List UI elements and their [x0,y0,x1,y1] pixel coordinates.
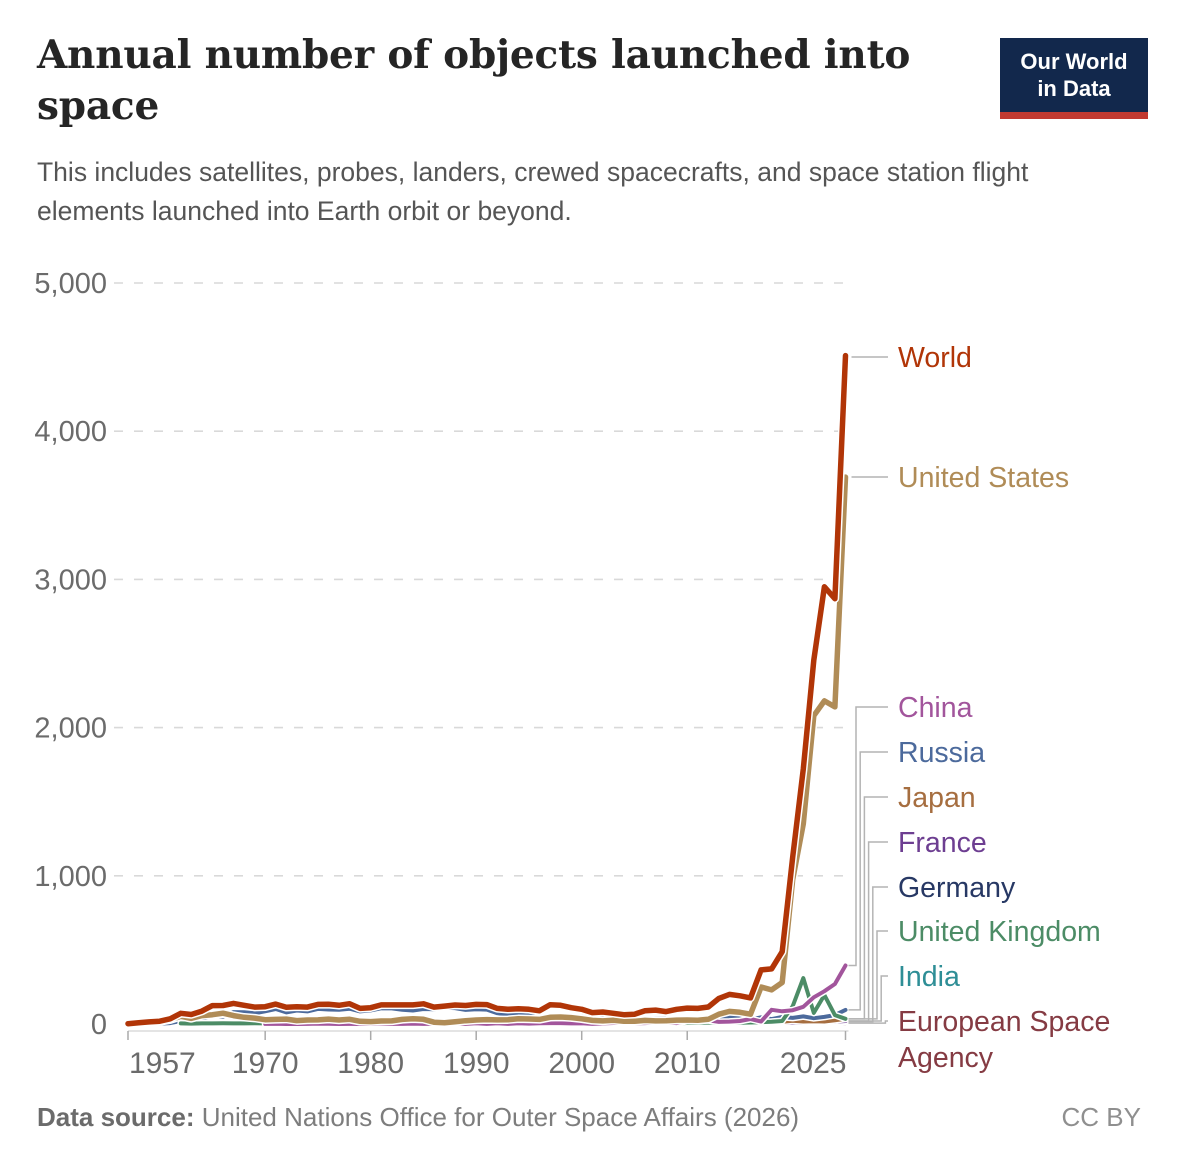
y-tick-label-2000: 2,000 [34,713,107,745]
series-label-germany[interactable]: Germany [898,872,1016,904]
leader-lines [848,356,888,1024]
owid-logo-line2: in Data [1037,75,1111,101]
series-line-casing-world [123,351,850,1028]
series-labels: World United States China Russia Japan France… [898,342,1110,1074]
x-tick-label-2010: 2010 [654,1047,721,1080]
series-label-china[interactable]: China [898,692,973,724]
chart-subtitle: This includes satellites, probes, lander… [37,157,1029,226]
series-label-european-space-agency-line2[interactable]: Agency [898,1042,994,1074]
license-link[interactable]: CC BY [1061,1102,1141,1132]
y-tick-label-3000: 3,000 [34,564,107,596]
x-tick-label-1957: 1957 [129,1047,196,1080]
series-line-casing-united-states [123,472,850,1029]
data-source-label: Data source: [37,1102,195,1132]
x-tick-label-1980: 1980 [337,1047,404,1080]
series-label-european-space-agency[interactable]: European Space [898,1006,1110,1038]
series-label-india[interactable]: India [898,961,960,993]
owid-logo-text: Our World in Data [1000,38,1148,112]
series-label-united-states[interactable]: United States [898,462,1069,494]
series-label-world[interactable]: World [898,342,972,374]
series-label-united-kingdom[interactable]: United Kingdom [898,916,1101,948]
x-tick-label-2000: 2000 [548,1047,615,1080]
y-tick-label-1000: 1,000 [34,861,107,893]
series-line-russia[interactable] [126,1005,848,1026]
owid-logo[interactable]: Our World in Data [1000,38,1148,119]
x-tick-label-1970: 1970 [232,1047,299,1080]
series-label-japan[interactable]: Japan [898,782,976,814]
y-tick-label-4000: 4,000 [34,416,107,448]
x-axis: 1957 1970 1980 1990 2000 2010 2025 [127,1030,849,1080]
leader-line-russia [848,751,888,1011]
y-gridlines: 0 1,000 2,000 3,000 4,000 5,000 [34,268,846,1041]
x-tick-label-2025: 2025 [780,1047,847,1080]
chart-header: Annual number of objects launched into s… [37,30,1148,230]
y-tick-label-5000: 5,000 [34,268,107,300]
data-source-text: United Nations Office for Outer Space Af… [201,1102,800,1132]
series-line-united-states[interactable] [125,474,849,1027]
series-label-russia[interactable]: Russia [898,737,985,769]
page-title: Annual number of objects launched into s… [37,32,911,129]
data-source: Data source: United Nations Office for O… [37,1102,799,1133]
x-tick-label-1990: 1990 [443,1047,510,1080]
series-lines [123,351,850,1029]
leader-line-china [848,706,888,967]
owid-logo-stripe [1000,111,1148,119]
leader-line-india [848,975,888,1022]
series-line-world[interactable] [125,352,849,1027]
series-label-france[interactable]: France [898,827,987,859]
chart-footer: Data source: United Nations Office for O… [37,1102,1141,1133]
owid-logo-line1: Our World [1020,49,1128,74]
leader-line-united-kingdom [848,930,888,1020]
y-tick-label-0: 0 [91,1009,107,1041]
leader-line-european-space-agency [848,1020,888,1024]
